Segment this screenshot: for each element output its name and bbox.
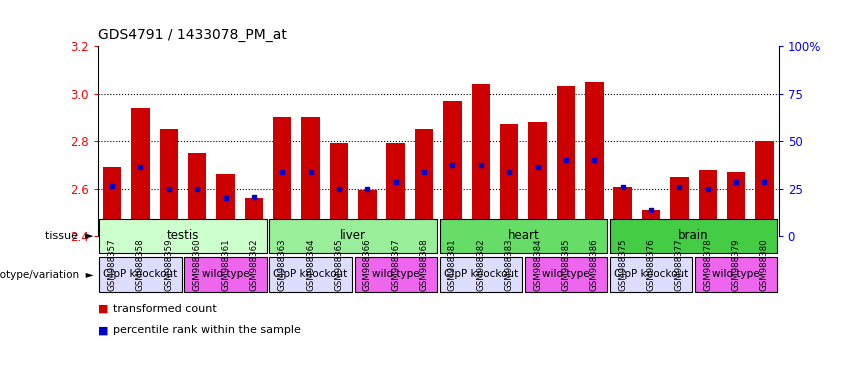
Bar — [440, 257, 522, 292]
Bar — [525, 257, 607, 292]
Text: ClpP knockout: ClpP knockout — [103, 269, 178, 279]
Text: percentile rank within the sample: percentile rank within the sample — [113, 325, 301, 335]
Bar — [245, 198, 263, 236]
Text: GSM988376: GSM988376 — [647, 238, 655, 291]
Bar — [727, 172, 745, 236]
Text: GDS4791 / 1433078_PM_at: GDS4791 / 1433078_PM_at — [98, 28, 287, 42]
Bar — [185, 257, 266, 292]
Bar — [671, 177, 688, 236]
Text: GSM988368: GSM988368 — [420, 238, 429, 291]
Text: GSM988367: GSM988367 — [391, 238, 400, 291]
Bar — [699, 170, 717, 236]
Text: GSM988358: GSM988358 — [136, 238, 145, 291]
Bar — [695, 257, 777, 292]
Text: brain: brain — [678, 229, 709, 242]
Bar — [100, 257, 181, 292]
Text: GSM988377: GSM988377 — [675, 238, 684, 291]
Text: testis: testis — [167, 229, 199, 242]
Bar — [301, 118, 320, 236]
Text: GSM988383: GSM988383 — [505, 238, 514, 291]
Bar — [415, 129, 433, 236]
Bar — [440, 219, 607, 253]
Bar — [585, 82, 603, 236]
Bar — [610, 257, 692, 292]
Text: GSM988360: GSM988360 — [192, 238, 202, 291]
Text: GSM988382: GSM988382 — [477, 238, 485, 291]
Text: ■: ■ — [98, 325, 108, 335]
Text: wild type: wild type — [372, 269, 420, 279]
Bar — [216, 174, 235, 236]
Bar — [756, 141, 774, 236]
Bar — [188, 153, 206, 236]
Text: heart: heart — [507, 229, 540, 242]
Bar — [610, 219, 777, 253]
Text: GSM988378: GSM988378 — [703, 238, 712, 291]
Text: GSM988366: GSM988366 — [363, 238, 372, 291]
Text: ClpP knockout: ClpP knockout — [614, 269, 688, 279]
Text: wild type: wild type — [712, 269, 760, 279]
Bar — [443, 101, 461, 236]
Text: GSM988363: GSM988363 — [277, 238, 287, 291]
Bar — [100, 219, 266, 253]
Text: ClpP knockout: ClpP knockout — [273, 269, 348, 279]
Text: liver: liver — [340, 229, 366, 242]
Bar — [330, 144, 348, 236]
Text: GSM988381: GSM988381 — [448, 238, 457, 291]
Bar — [500, 124, 518, 236]
Text: ■: ■ — [98, 304, 108, 314]
Bar — [471, 84, 490, 236]
Text: GSM988362: GSM988362 — [249, 238, 259, 291]
Bar — [270, 257, 351, 292]
Text: transformed count: transformed count — [113, 304, 217, 314]
Bar — [386, 144, 405, 236]
Text: GSM988386: GSM988386 — [590, 238, 599, 291]
Text: GSM988380: GSM988380 — [760, 238, 769, 291]
Bar — [358, 190, 377, 236]
Text: ClpP knockout: ClpP knockout — [443, 269, 518, 279]
Text: genotype/variation  ►: genotype/variation ► — [0, 270, 94, 280]
Text: GSM988359: GSM988359 — [164, 238, 174, 291]
Text: GSM988379: GSM988379 — [732, 238, 740, 291]
Text: wild type: wild type — [202, 269, 249, 279]
Text: GSM988364: GSM988364 — [306, 238, 315, 291]
Text: GSM988361: GSM988361 — [221, 238, 230, 291]
Text: GSM988375: GSM988375 — [618, 238, 627, 291]
Bar — [131, 108, 150, 236]
Text: GSM988357: GSM988357 — [107, 238, 117, 291]
Text: GSM988384: GSM988384 — [533, 238, 542, 291]
Bar — [273, 118, 291, 236]
Bar — [103, 167, 122, 236]
Bar — [557, 86, 575, 236]
Text: GSM988385: GSM988385 — [562, 238, 570, 291]
Bar — [642, 210, 660, 236]
Text: GSM988365: GSM988365 — [334, 238, 344, 291]
Bar — [270, 219, 437, 253]
Text: tissue  ►: tissue ► — [45, 231, 94, 241]
Text: wild type: wild type — [542, 269, 590, 279]
Bar — [528, 122, 547, 236]
Bar — [355, 257, 437, 292]
Bar — [160, 129, 178, 236]
Bar — [614, 187, 631, 236]
